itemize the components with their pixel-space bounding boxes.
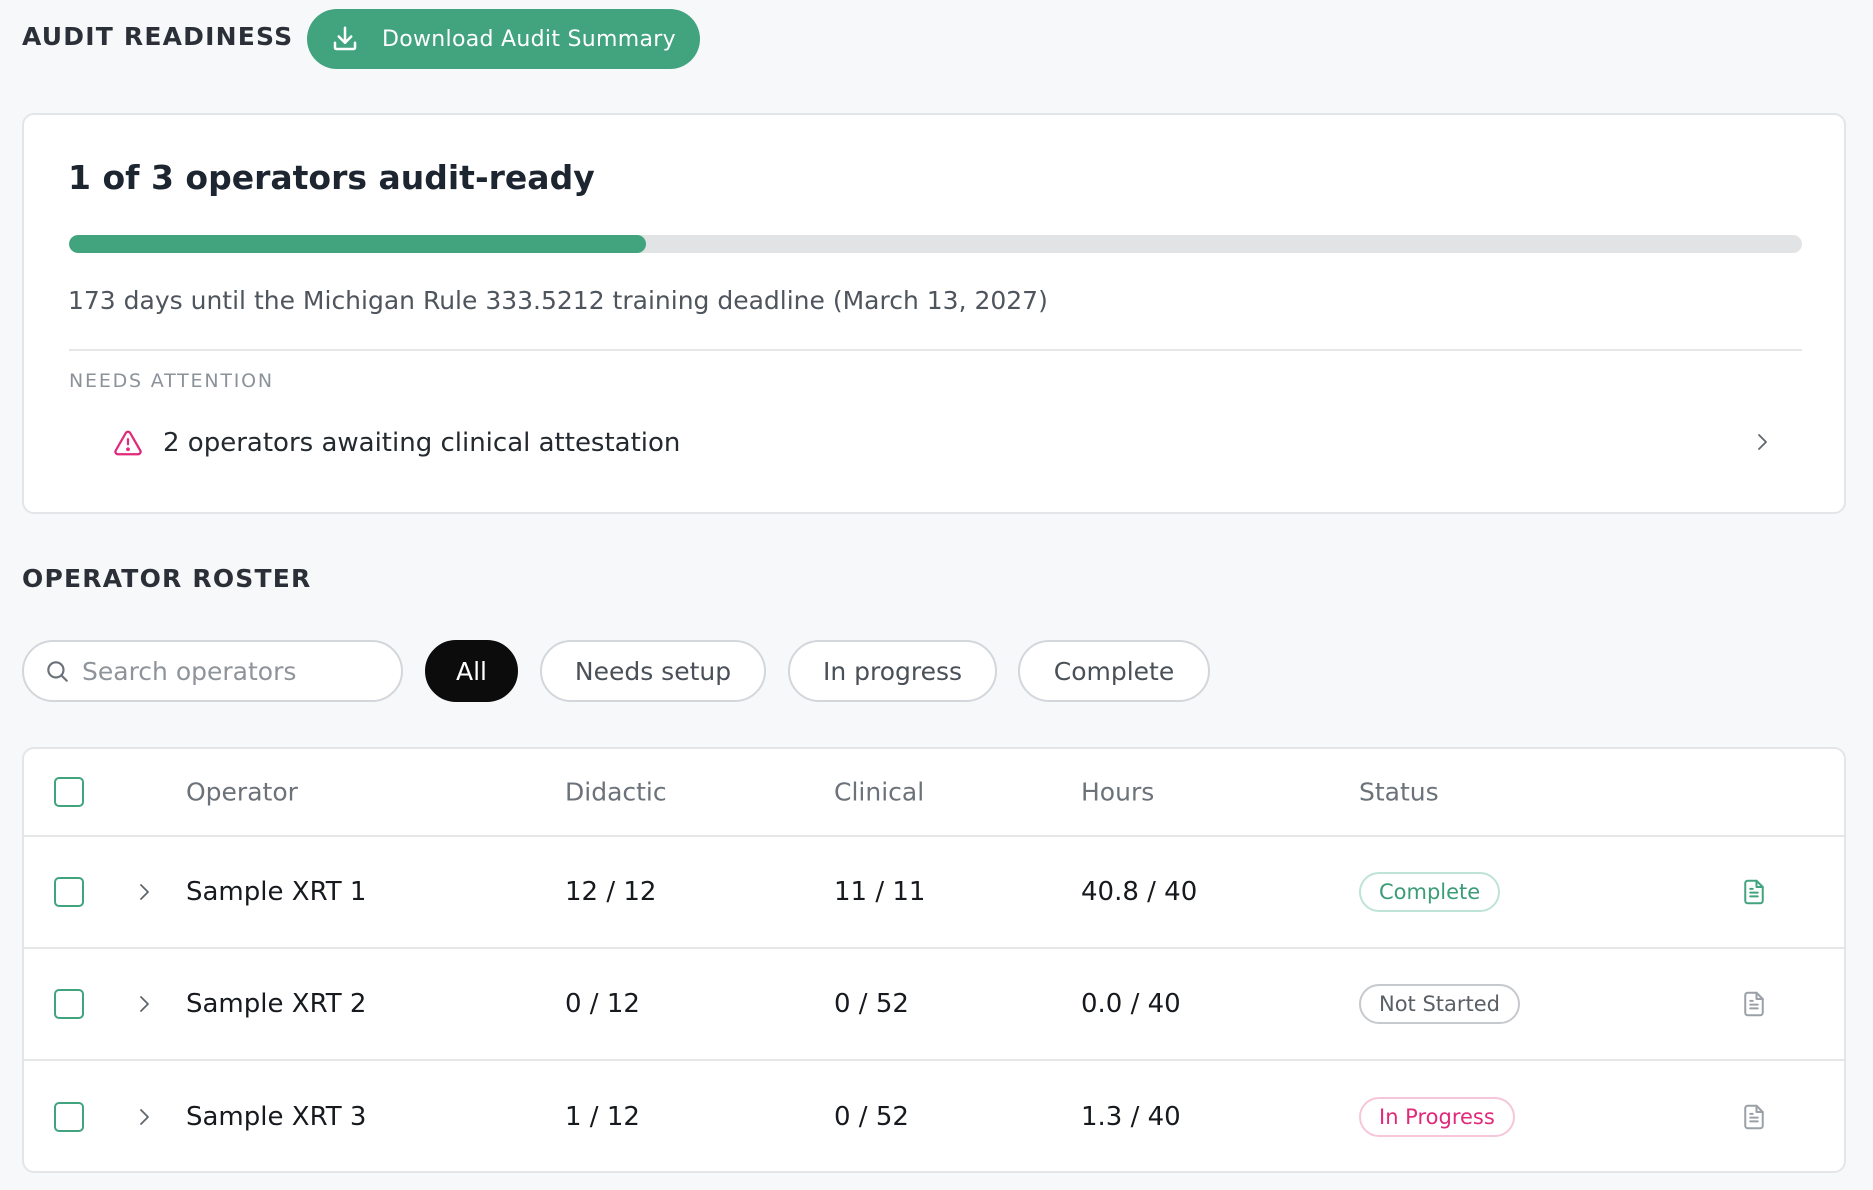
filter-in-progress-chip[interactable]: In progress: [788, 640, 997, 702]
document-icon[interactable]: [1739, 1102, 1769, 1132]
status-badge: In Progress: [1359, 1097, 1515, 1137]
hours-value: 40.8 / 40: [1081, 877, 1198, 907]
card-divider: [69, 349, 1802, 351]
row-checkbox[interactable]: [54, 989, 84, 1019]
column-header-operator[interactable]: Operator: [186, 777, 298, 807]
expand-chevron-icon[interactable]: [132, 992, 156, 1016]
audit-readiness-title: AUDIT READINESS: [22, 22, 294, 51]
hours-value: 1.3 / 40: [1081, 1102, 1181, 1132]
attention-item[interactable]: 2 operators awaiting clinical attestatio…: [69, 413, 1802, 473]
select-all-checkbox[interactable]: [54, 777, 84, 807]
needs-attention-label: NEEDS ATTENTION: [69, 370, 274, 392]
audit-progress-fill: [69, 235, 647, 253]
download-audit-summary-button[interactable]: Download Audit Summary: [307, 9, 700, 69]
table-row[interactable]: Sample XRT 2 0 / 12 0 / 52 0.0 / 40 Not …: [24, 949, 1844, 1061]
document-icon[interactable]: [1739, 877, 1769, 907]
column-header-status[interactable]: Status: [1359, 777, 1439, 807]
status-badge-cell: Not Started: [1359, 984, 1521, 1024]
expand-chevron-icon[interactable]: [132, 1105, 156, 1129]
status-badge: Not Started: [1359, 984, 1521, 1024]
search-operators-box[interactable]: [22, 640, 403, 702]
clinical-value: 11 / 11: [834, 877, 926, 907]
operator-name[interactable]: Sample XRT 2: [186, 989, 367, 1019]
operator-name[interactable]: Sample XRT 1: [186, 877, 367, 907]
deadline-text: 173 days until the Michigan Rule 333.521…: [68, 286, 1048, 315]
table-row[interactable]: Sample XRT 3 1 / 12 0 / 52 1.3 / 40 In P…: [24, 1061, 1844, 1171]
clinical-value: 0 / 52: [834, 1102, 909, 1132]
column-header-clinical[interactable]: Clinical: [834, 777, 925, 807]
row-checkbox[interactable]: [54, 877, 84, 907]
attention-item-text: 2 operators awaiting clinical attestatio…: [163, 428, 681, 458]
column-header-hours[interactable]: Hours: [1081, 777, 1155, 807]
table-row[interactable]: Sample XRT 1 12 / 12 11 / 11 40.8 / 40 C…: [24, 837, 1844, 949]
warning-triangle-icon: [114, 430, 142, 456]
didactic-value: 12 / 12: [565, 877, 657, 907]
status-badge-cell: In Progress: [1359, 1097, 1515, 1137]
document-icon[interactable]: [1739, 989, 1769, 1019]
didactic-value: 0 / 12: [565, 989, 640, 1019]
expand-chevron-icon[interactable]: [132, 880, 156, 904]
audit-progress-bar: [69, 235, 1802, 253]
search-input[interactable]: [82, 656, 362, 686]
filter-complete-chip[interactable]: Complete: [1018, 640, 1210, 702]
filter-needs-setup-chip[interactable]: Needs setup: [540, 640, 766, 702]
filter-all-chip[interactable]: All: [425, 640, 518, 702]
status-badge: Complete: [1359, 872, 1501, 912]
audit-summary-card: 1 of 3 operators audit-ready 173 days un…: [22, 113, 1846, 514]
row-checkbox[interactable]: [54, 1102, 84, 1132]
audit-ready-heading: 1 of 3 operators audit-ready: [68, 158, 595, 197]
chevron-right-icon: [1758, 434, 1767, 450]
operator-table: Operator Didactic Clinical Hours Status …: [22, 747, 1846, 1173]
didactic-value: 1 / 12: [565, 1102, 640, 1132]
operator-roster-title: OPERATOR ROSTER: [22, 564, 312, 593]
table-header: Operator Didactic Clinical Hours Status: [24, 749, 1844, 837]
search-icon: [47, 661, 68, 682]
clinical-value: 0 / 52: [834, 989, 909, 1019]
download-button-label: Download Audit Summary: [382, 26, 676, 52]
status-badge-cell: Complete: [1359, 872, 1501, 912]
download-icon: [333, 26, 357, 51]
column-header-didactic[interactable]: Didactic: [565, 777, 667, 807]
operator-name[interactable]: Sample XRT 3: [186, 1102, 367, 1132]
hours-value: 0.0 / 40: [1081, 989, 1181, 1019]
